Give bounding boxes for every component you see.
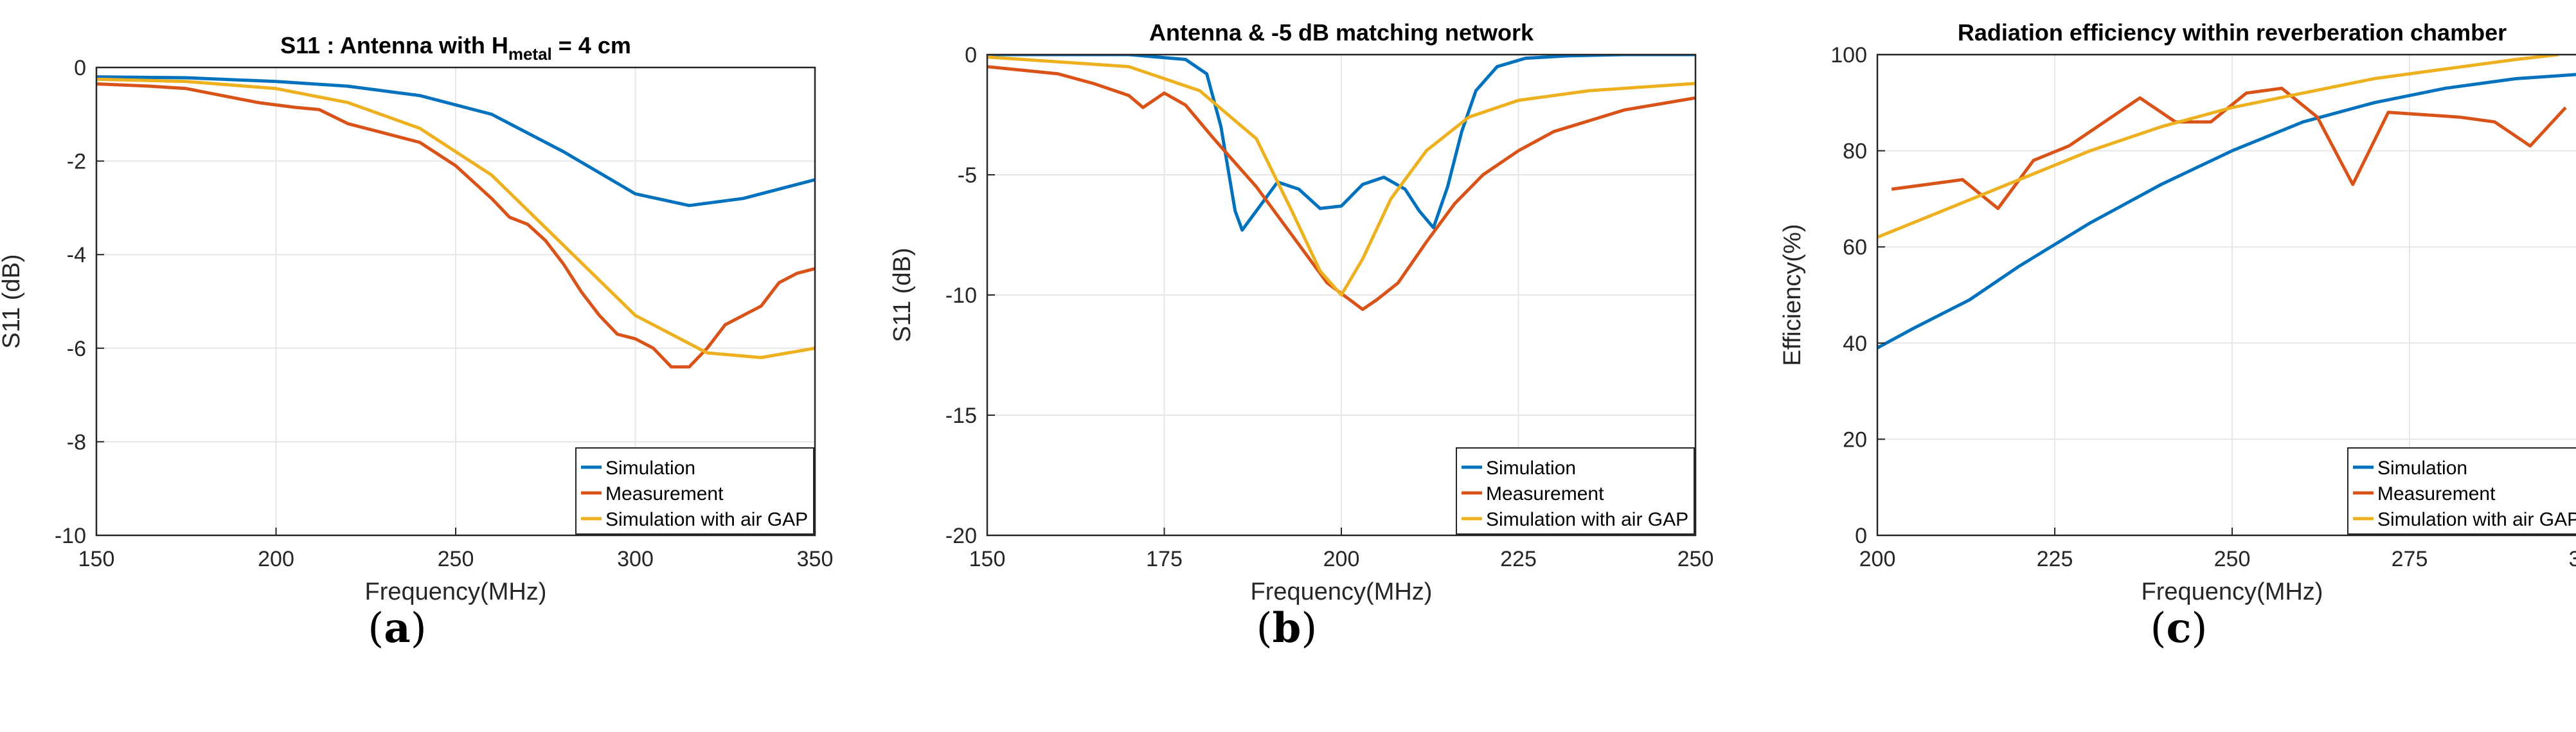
legend-label: Measurement [2377, 483, 2496, 504]
x-axis-label: Frequency(MHz) [365, 578, 547, 605]
x-tick-label: 200 [1859, 547, 1896, 571]
series-line-measurement [96, 82, 815, 369]
legend-box [2347, 447, 2576, 535]
panel-label-b: (b) [1256, 604, 1318, 652]
x-tick-label: 350 [797, 547, 834, 571]
chart-title-main: S11 : Antenna with H [280, 32, 508, 58]
chart-title: Radiation efficiency within reverberatio… [1958, 19, 2507, 46]
x-tick-label: 275 [2392, 547, 2428, 571]
chart-title-main: Radiation efficiency within reverberatio… [1958, 19, 2507, 46]
series-line-measurement [987, 65, 1695, 311]
x-axis-label: Frequency(MHz) [2142, 578, 2323, 605]
legend: Simulation Measurement Simulation with air… [2347, 447, 2576, 535]
y-tick-label: 40 [1843, 332, 1867, 356]
x-tick-label: 200 [1323, 547, 1360, 571]
x-tick-label: 250 [2214, 547, 2251, 571]
legend-box [575, 447, 814, 535]
legend: Simulation Measurement Simulation with air… [575, 447, 814, 535]
legend-label: Simulation [2377, 458, 2467, 479]
x-tick-label: 300 [2569, 547, 2576, 571]
y-tick-label: -8 [67, 430, 86, 454]
legend-label: Simulation [605, 458, 695, 479]
x-tick-label: 150 [78, 547, 115, 571]
y-tick-label: 60 [1843, 235, 1867, 260]
y-tick-label: -6 [67, 337, 86, 361]
y-tick-label: -20 [945, 524, 977, 548]
x-tick-label: 225 [1500, 547, 1537, 571]
series-line-simulation [1877, 73, 2576, 350]
legend-label: Simulation with air GAP [1486, 509, 1688, 530]
y-tick-label: 0 [1855, 524, 1867, 548]
legend-label: Simulation with air GAP [605, 509, 808, 530]
y-tick-label: -10 [55, 524, 86, 548]
series-line-simulation-air-gap [96, 77, 815, 359]
panel-label-a: (a) [368, 604, 427, 652]
chart-a: 150 200 250 300 350 0 -2 -4 -6 -8 -10 Frequency(MHz… [0, 32, 833, 605]
y-tick-label: -10 [945, 283, 977, 308]
x-tick-label: 150 [969, 547, 1006, 571]
chart-b: 150 175 200 225 250 0 -5 -10 -15 -20 Frequency(MHz… [889, 19, 1713, 605]
series-line-simulation-air-gap [987, 55, 1695, 297]
y-tick-label: 20 [1843, 427, 1867, 452]
y-tick-label: 100 [1830, 43, 1867, 67]
y-tick-label: -5 [958, 163, 977, 188]
y-tick-label: 0 [74, 56, 86, 80]
chart-title-suffix: = 4 cm [552, 32, 631, 58]
legend-box [1456, 447, 1695, 535]
series-line-simulation [987, 55, 1695, 232]
legend-label: Simulation with air GAP [2377, 509, 2576, 530]
chart-title-main: Antenna & -5 dB matching network [1149, 19, 1534, 46]
x-tick-label: 300 [617, 547, 654, 571]
x-tick-label: 200 [258, 547, 294, 571]
x-tick-label: 250 [1677, 547, 1714, 571]
y-axis-label: Efficiency(%) [1779, 224, 1806, 366]
series-line-simulation-air-gap [1877, 55, 2559, 239]
y-axis-label: S11 (dB) [889, 247, 916, 342]
legend-label: Measurement [1486, 483, 1604, 504]
chart-title-subscript: metal [508, 44, 552, 64]
chart-title: Antenna & -5 dB matching network [1149, 19, 1534, 46]
legend-label: Simulation [1486, 458, 1576, 479]
x-tick-label: 225 [2037, 547, 2073, 571]
y-tick-label: -2 [67, 150, 86, 174]
x-tick-label: 250 [438, 547, 474, 571]
legend-label: Measurement [605, 483, 724, 504]
series-line-simulation [96, 75, 815, 208]
y-axis-label: S11 (dB) [0, 254, 25, 348]
y-tick-label: -15 [945, 404, 977, 428]
y-tick-label: -4 [67, 243, 86, 267]
legend: Simulation Measurement Simulation with air… [1456, 447, 1695, 535]
y-tick-label: 80 [1843, 139, 1867, 164]
x-axis-label: Frequency(MHz) [1251, 578, 1433, 605]
chart-title: S11 : Antenna with Hmetal = 4 cm [280, 32, 631, 64]
chart-c: 200 225 250 275 300 0 20 40 60 80 100 Frequency(MHz… [1779, 19, 2576, 605]
x-tick-label: 175 [1146, 547, 1183, 571]
y-tick-label: 0 [965, 43, 977, 67]
panel-label-c: (c) [2150, 604, 2208, 652]
